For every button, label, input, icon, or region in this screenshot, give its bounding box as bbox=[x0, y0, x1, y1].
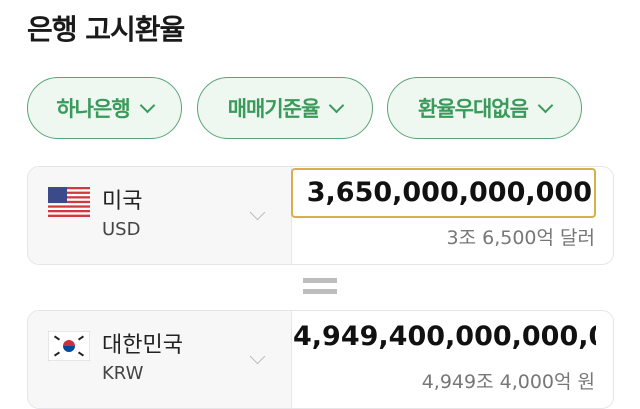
to-currency-select[interactable]: 대한민국 KRW bbox=[28, 311, 292, 408]
chevron-down-icon bbox=[249, 348, 266, 365]
chevron-down-icon bbox=[139, 97, 155, 114]
to-currency-code: KRW bbox=[102, 363, 144, 384]
preferential-rate-select[interactable]: 환율우대없음 bbox=[387, 77, 582, 139]
chevron-down-icon bbox=[329, 97, 345, 114]
to-amount-value[interactable]: 4,949,400,000,000,000 bbox=[293, 321, 596, 352]
from-amount-text: 3조 6,500억 달러 bbox=[446, 227, 595, 249]
chevron-down-icon bbox=[249, 204, 266, 221]
to-amount-text: 4,949조 4,000억 원 bbox=[421, 371, 595, 393]
to-country-name: 대한민국 bbox=[102, 333, 183, 358]
from-amount-input[interactable]: 3,650,000,000,000 bbox=[291, 168, 596, 218]
from-currency-select[interactable]: 미국 USD bbox=[28, 167, 292, 264]
bank-label: 하나은행 bbox=[56, 97, 130, 121]
page-title: 은행 고시환율 bbox=[27, 13, 185, 46]
rate-type-label: 매매기준율 bbox=[227, 97, 321, 121]
from-country-name: 미국 bbox=[102, 189, 143, 214]
from-currency-code: USD bbox=[102, 219, 141, 240]
bank-select[interactable]: 하나은행 bbox=[27, 77, 182, 139]
preferential-rate-label: 환율우대없음 bbox=[418, 97, 529, 121]
to-currency-card: 대한민국 KRW 4,949,400,000,000,000 4,949조 4,… bbox=[27, 310, 614, 409]
from-currency-card: 미국 USD 3,650,000,000,000 3조 6,500억 달러 bbox=[27, 166, 614, 265]
kr-flag-icon bbox=[48, 331, 90, 361]
equals-icon bbox=[303, 278, 337, 300]
us-flag-icon bbox=[48, 187, 90, 217]
chevron-down-icon bbox=[537, 97, 554, 114]
rate-type-select[interactable]: 매매기준율 bbox=[197, 77, 373, 139]
